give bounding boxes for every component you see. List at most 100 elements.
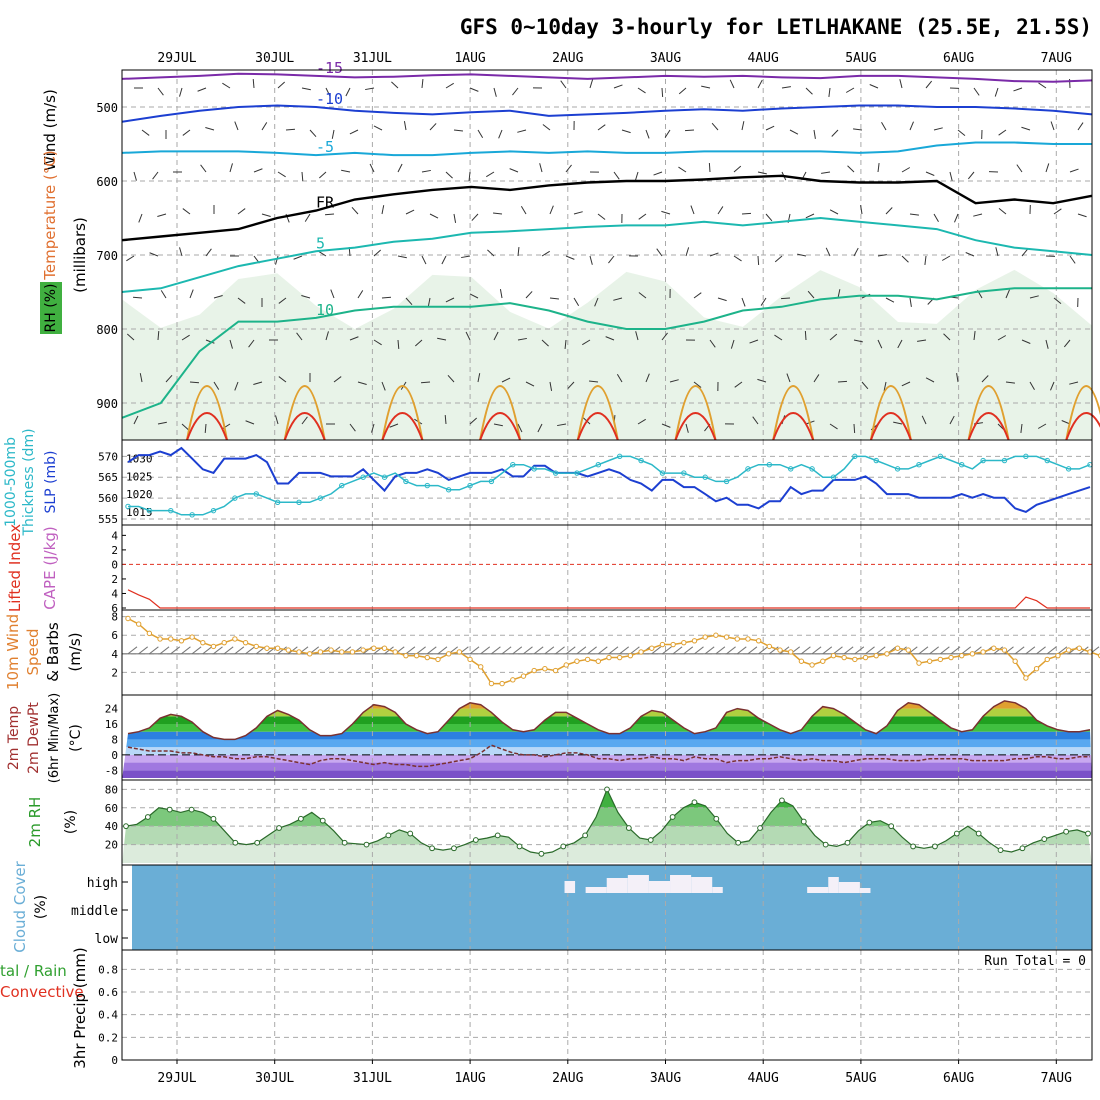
rh-band: [122, 844, 1092, 863]
cloud-cover-bar: [712, 887, 723, 893]
wind-barb: [197, 87, 207, 92]
thickness-point: [702, 474, 708, 480]
wind-barb: [708, 162, 711, 173]
wind-barb: [445, 171, 453, 179]
li-tick-label: 0: [111, 558, 118, 571]
wind-barb: [786, 373, 791, 383]
wind-barb: [997, 335, 1007, 341]
wind-barb: [774, 334, 783, 341]
wind-barb: [1013, 87, 1023, 92]
wind-speed-point: [606, 654, 612, 661]
precip-panel: 0 0.2 0.4 0.6 0.8 Run Total = 0: [98, 949, 1093, 1067]
wind-barb: [557, 423, 567, 427]
rh-label: RH (%): [43, 284, 59, 333]
convective-contour: [967, 412, 1010, 441]
wind-speed-point: [1012, 658, 1018, 664]
rh-panel: 20 40 60 80: [105, 779, 1093, 866]
pressure-tick-label: 500: [96, 101, 118, 115]
wind-barb: [661, 332, 668, 341]
rh-tick-label: 80: [105, 783, 118, 796]
wind-barb: [897, 646, 907, 655]
cloud-cover-bar: [838, 882, 860, 893]
wind-speed-point: [339, 649, 345, 655]
wind-barb: [924, 255, 927, 265]
wind-barb: [943, 333, 951, 341]
wind-barb: [995, 247, 999, 257]
cloud-panel: high middle low: [71, 864, 1093, 951]
wind-barb: [403, 121, 407, 131]
wind-barb: [805, 87, 813, 95]
wind-barb: [248, 339, 255, 348]
wind-barb: [1025, 646, 1036, 655]
wind-speed-point: [488, 680, 495, 687]
rh-point: [123, 823, 129, 830]
wind-barb: [883, 381, 887, 391]
wind-barb: [365, 87, 375, 91]
rh-point: [735, 839, 742, 846]
slp-tick-label: 1020: [126, 488, 153, 501]
wind-speed-point: [649, 645, 655, 651]
wind-barb: [576, 646, 587, 655]
wind-barb: [973, 331, 976, 341]
wind-tick-label: 2: [111, 666, 118, 679]
wind-barb: [961, 646, 972, 655]
rh-point: [341, 839, 348, 846]
wind-speed-point: [403, 652, 409, 659]
wind-barb: [805, 213, 815, 219]
wind-barb: [973, 87, 980, 96]
wind-barb: [126, 333, 135, 341]
wind-speed-point: [595, 658, 602, 664]
date-tick-label: 4AUG: [748, 51, 779, 66]
wind-barb: [253, 168, 263, 173]
thickness-point: [296, 499, 302, 505]
wind-barb: [501, 646, 512, 655]
thickness-point: [381, 474, 388, 480]
rh-point: [844, 839, 851, 846]
wind-speed-point: [1033, 665, 1040, 672]
wind-barb: [499, 289, 503, 299]
wind-barb: [333, 376, 342, 383]
wind-barb: [1005, 381, 1015, 384]
wind-speed-point: [916, 660, 922, 666]
wind-barb: [389, 423, 399, 428]
wind-barb: [1029, 381, 1035, 391]
wind-speed-point: [178, 638, 185, 644]
wind-barb: [234, 121, 239, 131]
wind-barb: [941, 255, 951, 261]
pressure-tick-label: 700: [96, 249, 118, 263]
thickness-point: [1001, 457, 1008, 464]
li-tick-label: 2: [111, 544, 118, 557]
wind-speed-point: [1044, 656, 1050, 663]
temperature-contour: [121, 72, 1093, 83]
wind-barb: [182, 129, 191, 136]
wind-barb: [994, 87, 999, 97]
wind-barb: [549, 205, 554, 215]
panel-frame: [121, 439, 1093, 526]
wind-barb: [573, 297, 580, 306]
wind-barb: [1021, 339, 1031, 344]
wind-barb: [133, 415, 139, 425]
wind-barb: [781, 86, 791, 89]
date-tick-label: 3AUG: [650, 51, 681, 66]
wind-barb: [734, 381, 743, 388]
wind-speed-point: [317, 649, 324, 655]
wind-speed-point: [574, 658, 580, 664]
wind-barb: [804, 330, 807, 341]
temp-tick-label: 0: [111, 749, 118, 762]
wind-barb: [493, 331, 499, 341]
wind-barb: [684, 129, 695, 132]
wind-barb: [656, 248, 663, 257]
wind-barb: [811, 646, 822, 655]
cloud-background: [132, 865, 1092, 950]
wind-speed-point: [809, 662, 815, 668]
wind-barb: [391, 81, 399, 89]
wind-barb: [807, 290, 815, 299]
wind-barb: [637, 418, 646, 425]
wind-barb: [661, 210, 671, 215]
wind-barb: [469, 646, 480, 655]
wind-speed-point: [894, 645, 901, 651]
thickness-point: [745, 466, 751, 472]
convective-contour: [869, 385, 912, 441]
wind-speed-point: [456, 649, 463, 655]
